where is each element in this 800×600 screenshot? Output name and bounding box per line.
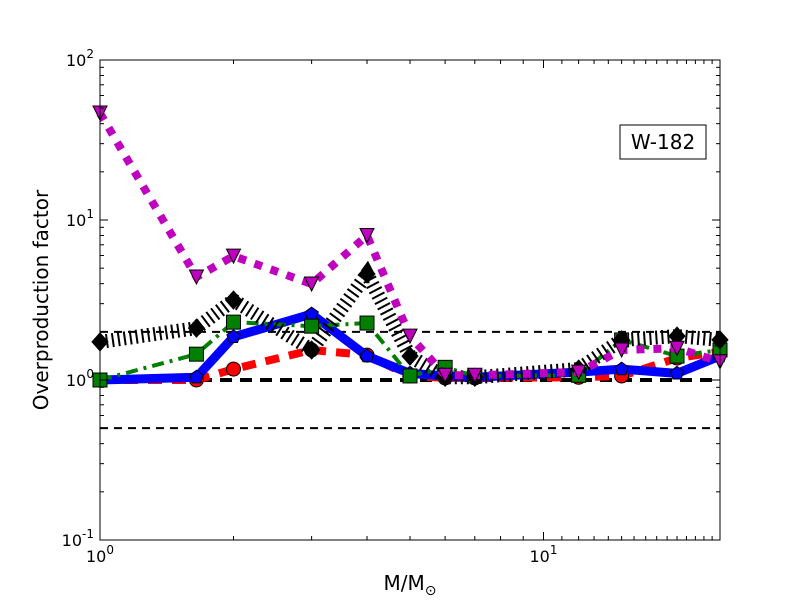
marker-triangle-down — [225, 248, 242, 265]
x-tick-label: 101 — [530, 543, 558, 566]
marker-pentagon — [359, 348, 375, 363]
x-axis-label: M/M⊙ — [384, 571, 437, 599]
annotation-box: W-182 — [619, 124, 707, 160]
marker-triangle-down — [570, 364, 587, 381]
marker-square — [359, 315, 375, 331]
marker-pentagon — [189, 369, 204, 384]
y-tick-label: 100 — [66, 367, 94, 390]
series-line-magenta — [96, 111, 722, 380]
marker-triangle-down — [613, 342, 630, 359]
marker-square — [188, 346, 204, 362]
marker-triangle-down — [359, 228, 375, 244]
x-axis-label-sub: ⊙ — [425, 583, 437, 599]
marker-square — [402, 368, 418, 384]
marker-circle — [226, 361, 242, 377]
y-axis-label: Overproduction factor — [29, 189, 53, 410]
marker-triangle-down — [303, 276, 320, 293]
marker-pentagon — [226, 329, 241, 343]
marker-pentagon — [669, 365, 685, 380]
marker-square — [226, 314, 242, 330]
marker-triangle-down — [437, 367, 453, 384]
series-line-blue — [99, 309, 722, 385]
x-tick-label: 100 — [86, 543, 114, 566]
y-tick-label: 102 — [66, 47, 94, 70]
marker-diamond — [187, 318, 206, 338]
marker-triangle-down — [669, 340, 685, 357]
annotation-label: W-182 — [631, 130, 695, 154]
marker-pentagon — [614, 361, 629, 376]
y-tick-label: 101 — [66, 207, 94, 230]
marker-pentagon — [304, 306, 319, 321]
marker-diamond — [401, 346, 419, 366]
marker-square — [304, 318, 320, 334]
marker-diamond — [224, 290, 243, 310]
marker-diamond — [302, 340, 321, 360]
y-tick-label: 10-1 — [62, 527, 94, 550]
x-axis-label-text: M/M — [384, 571, 425, 595]
marker-diamond — [358, 264, 376, 284]
marker-triangle-down — [402, 328, 418, 345]
marker-triangle-down — [188, 269, 205, 286]
marker-triangle-down — [467, 367, 483, 384]
